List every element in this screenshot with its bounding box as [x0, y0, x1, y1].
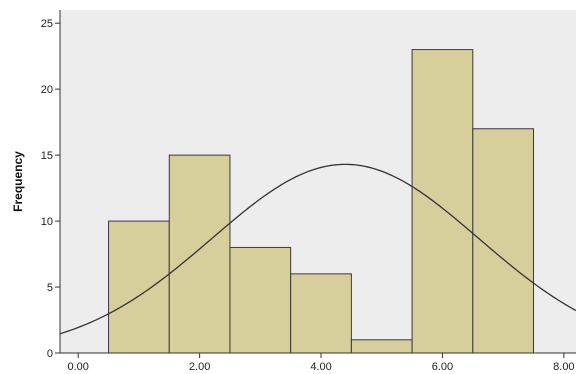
x-tick-label: 0.00	[68, 361, 89, 373]
y-tick-label: 0	[47, 348, 53, 360]
histogram-bar-1	[108, 220, 170, 354]
histogram-bar-7	[472, 128, 535, 354]
x-tick-label: 6.00	[432, 361, 453, 373]
x-tick-label: 8.00	[553, 361, 574, 373]
histogram-bars	[108, 49, 535, 354]
y-axis: 0 5 10 15 20 25	[41, 10, 61, 360]
x-tick-label: 4.00	[310, 361, 331, 373]
x-axis: 0.00 2.00 4.00 6.00 8.00	[60, 352, 576, 373]
y-tick-label: 20	[41, 84, 53, 96]
histogram-bar-3	[229, 246, 292, 354]
normal-distribution-curve	[59, 163, 576, 335]
y-tick-label: 5	[47, 282, 53, 294]
y-tick-label: 25	[41, 18, 53, 30]
histogram-bar-4	[290, 273, 352, 354]
y-axis-title: Frequency	[11, 151, 25, 212]
x-tick-label: 2.00	[189, 361, 210, 373]
histogram-bar-2	[168, 154, 231, 354]
histogram-bar-6	[411, 49, 474, 354]
y-tick-label: 15	[41, 150, 53, 162]
y-tick-label: 10	[41, 216, 53, 228]
histogram-bar-5	[350, 339, 413, 354]
